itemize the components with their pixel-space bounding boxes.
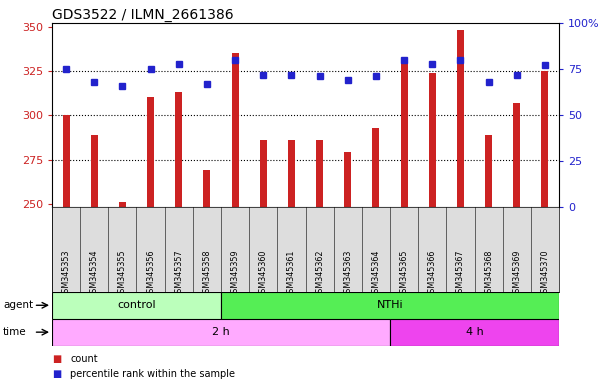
Text: control: control: [117, 300, 156, 310]
Bar: [221, 292, 559, 319]
Bar: [401, 62, 408, 207]
Bar: [203, 170, 210, 207]
Text: percentile rank within the sample: percentile rank within the sample: [70, 369, 235, 379]
Text: time: time: [3, 327, 27, 337]
Text: agent: agent: [3, 300, 33, 310]
Text: NTHi: NTHi: [377, 300, 403, 310]
Bar: [52, 292, 221, 319]
Bar: [457, 30, 464, 207]
Bar: [344, 152, 351, 207]
Text: ■: ■: [52, 354, 61, 364]
Bar: [260, 140, 267, 207]
Text: count: count: [70, 354, 98, 364]
Bar: [175, 92, 182, 207]
Bar: [373, 127, 379, 207]
Bar: [485, 135, 492, 207]
Bar: [147, 98, 154, 207]
Bar: [429, 73, 436, 207]
Bar: [288, 140, 295, 207]
Bar: [513, 103, 521, 207]
Bar: [541, 71, 549, 207]
Bar: [90, 135, 98, 207]
Bar: [232, 53, 238, 207]
Text: 2 h: 2 h: [212, 327, 230, 337]
Text: ■: ■: [52, 369, 61, 379]
Bar: [390, 319, 559, 346]
Bar: [119, 202, 126, 207]
Text: 4 h: 4 h: [466, 327, 483, 337]
Bar: [62, 115, 70, 207]
Bar: [52, 319, 390, 346]
Bar: [316, 140, 323, 207]
Text: GDS3522 / ILMN_2661386: GDS3522 / ILMN_2661386: [52, 8, 233, 22]
